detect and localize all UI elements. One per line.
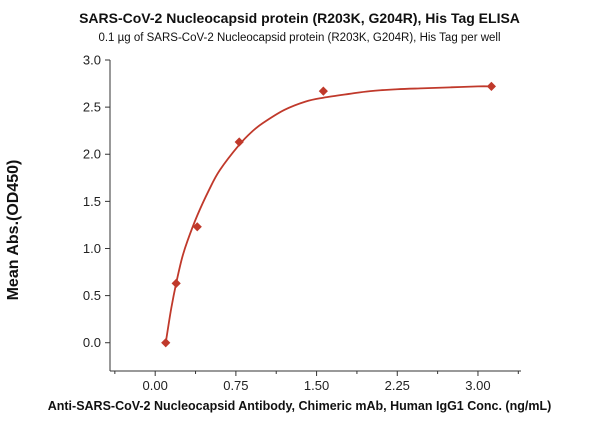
- chart-subtitle: 0.1 µg of SARS-CoV-2 Nucleocapsid protei…: [98, 32, 501, 44]
- x-tick-label: 1.50: [304, 378, 329, 393]
- data-points: [161, 81, 497, 348]
- data-point-diamond: [318, 86, 328, 96]
- data-point-diamond: [192, 222, 202, 232]
- y-ticks: 0.0 0.5 1.0 1.5 2.0 2.5 3.0: [83, 53, 110, 350]
- x-ticks: 0.00 0.75 1.50 2.25 3.00: [114, 371, 519, 393]
- x-tick-label: 0.75: [223, 378, 248, 393]
- x-tick-label: 0.00: [143, 378, 168, 393]
- x-tick-label: 2.25: [385, 378, 410, 393]
- x-axis-label: Anti-SARS-CoV-2 Nucleocapsid Antibody, C…: [47, 399, 552, 413]
- y-tick-label: 3.0: [83, 53, 101, 68]
- y-tick-label: 2.0: [83, 147, 101, 162]
- data-point-diamond: [234, 137, 244, 147]
- y-tick-label: 1.5: [83, 194, 101, 209]
- data-point-diamond: [171, 278, 181, 288]
- chart-title: SARS-CoV-2 Nucleocapsid protein (R203K, …: [79, 10, 520, 26]
- y-tick-label: 0.0: [83, 335, 101, 350]
- data-point-diamond: [486, 81, 497, 91]
- y-tick-label: 2.5: [83, 100, 101, 115]
- fit-curve: [164, 85, 492, 343]
- x-tick-label: 3.00: [465, 378, 490, 393]
- data-point-diamond: [161, 338, 171, 348]
- y-tick-label: 1.0: [83, 241, 101, 256]
- plot-frame: [109, 60, 521, 372]
- y-tick-label: 0.5: [83, 288, 101, 303]
